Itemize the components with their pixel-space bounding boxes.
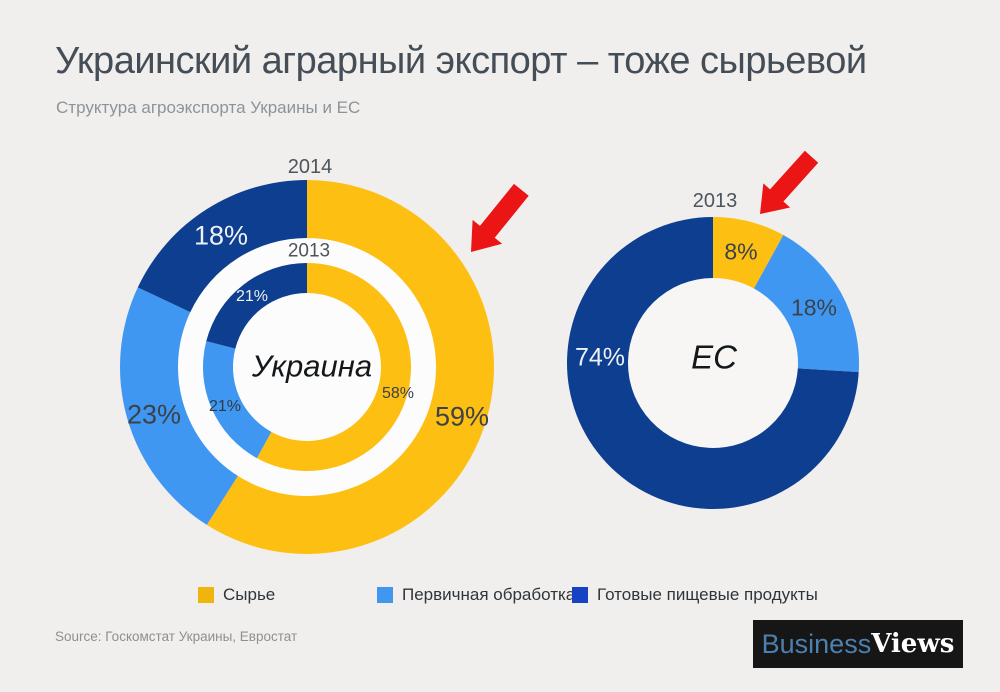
eu-donut-backing [627,277,799,449]
ukraine-inner-ring-year: 2013 [287,240,331,262]
businessviews-logo: Business Views [753,620,963,668]
ukraine-center-label: Украина [251,348,373,384]
donut-segment-eu-2013-1 [753,235,859,373]
legend-swatch-raw [198,587,214,603]
legend-label-raw: Сырье [223,585,276,604]
ukraine-outer-ring-year: 2014 [287,156,333,178]
source-note: Source: Госкомстат Украины, Евростат [55,629,298,644]
legend-item-ready: Готовые пищевые продукты [572,585,818,605]
donut-segment-eu-2013-0 [713,217,784,289]
logo-text-views: Views [871,629,955,659]
donut-segment-eu-2013-2 [566,217,859,509]
ukraine-2014-ready-pct: 18% [193,220,249,251]
eu-raw-pct: 8% [724,238,758,265]
eu-center-label: ЕС [691,338,737,376]
red-arrow-ukraine-icon [471,183,529,252]
donut-segment-ukraine-2013-1 [203,341,272,459]
legend-swatch-processed [377,587,393,603]
ukraine-2014-processed-pct: 23% [126,399,182,430]
red-arrow-eu-shape [760,150,819,214]
eu-donut [566,217,859,509]
legend-label-ready: Готовые пищевые продукты [597,585,818,604]
donut-segment-ukraine-2014-2 [137,180,307,313]
red-arrow-eu-icon [760,150,819,214]
ukraine-2013-processed-pct: 21% [208,398,242,415]
legend-label-processed: Первичная обработка [402,585,576,604]
page-subtitle: Структура агроэкспорта Украины и ЕС [56,98,361,117]
eu-processed-pct: 18% [790,294,838,321]
donut-segment-ukraine-2014-1 [120,287,238,525]
legend-swatch-ready [572,587,588,603]
eu-ring-year: 2013 [692,190,738,212]
legend-item-processed: Первичная обработка [377,585,575,605]
legend-item-raw: Сырье [198,585,275,605]
ukraine-2014-raw-pct: 59% [434,401,490,432]
donut-segment-ukraine-2013-0 [256,263,411,471]
ukraine-2013-raw-pct: 58% [381,385,415,402]
red-arrow-ukraine-shape [471,183,529,252]
ukraine-donut [120,180,494,554]
donut-segment-ukraine-2014-0 [206,180,494,554]
ukraine-2013-ready-pct: 21% [235,288,269,305]
page-title: Украинский аграрный экспорт – тоже сырье… [55,40,867,82]
donut-segment-ukraine-2013-2 [206,263,307,349]
eu-ready-pct: 74% [574,343,626,372]
logo-text-business: Business [761,628,872,659]
